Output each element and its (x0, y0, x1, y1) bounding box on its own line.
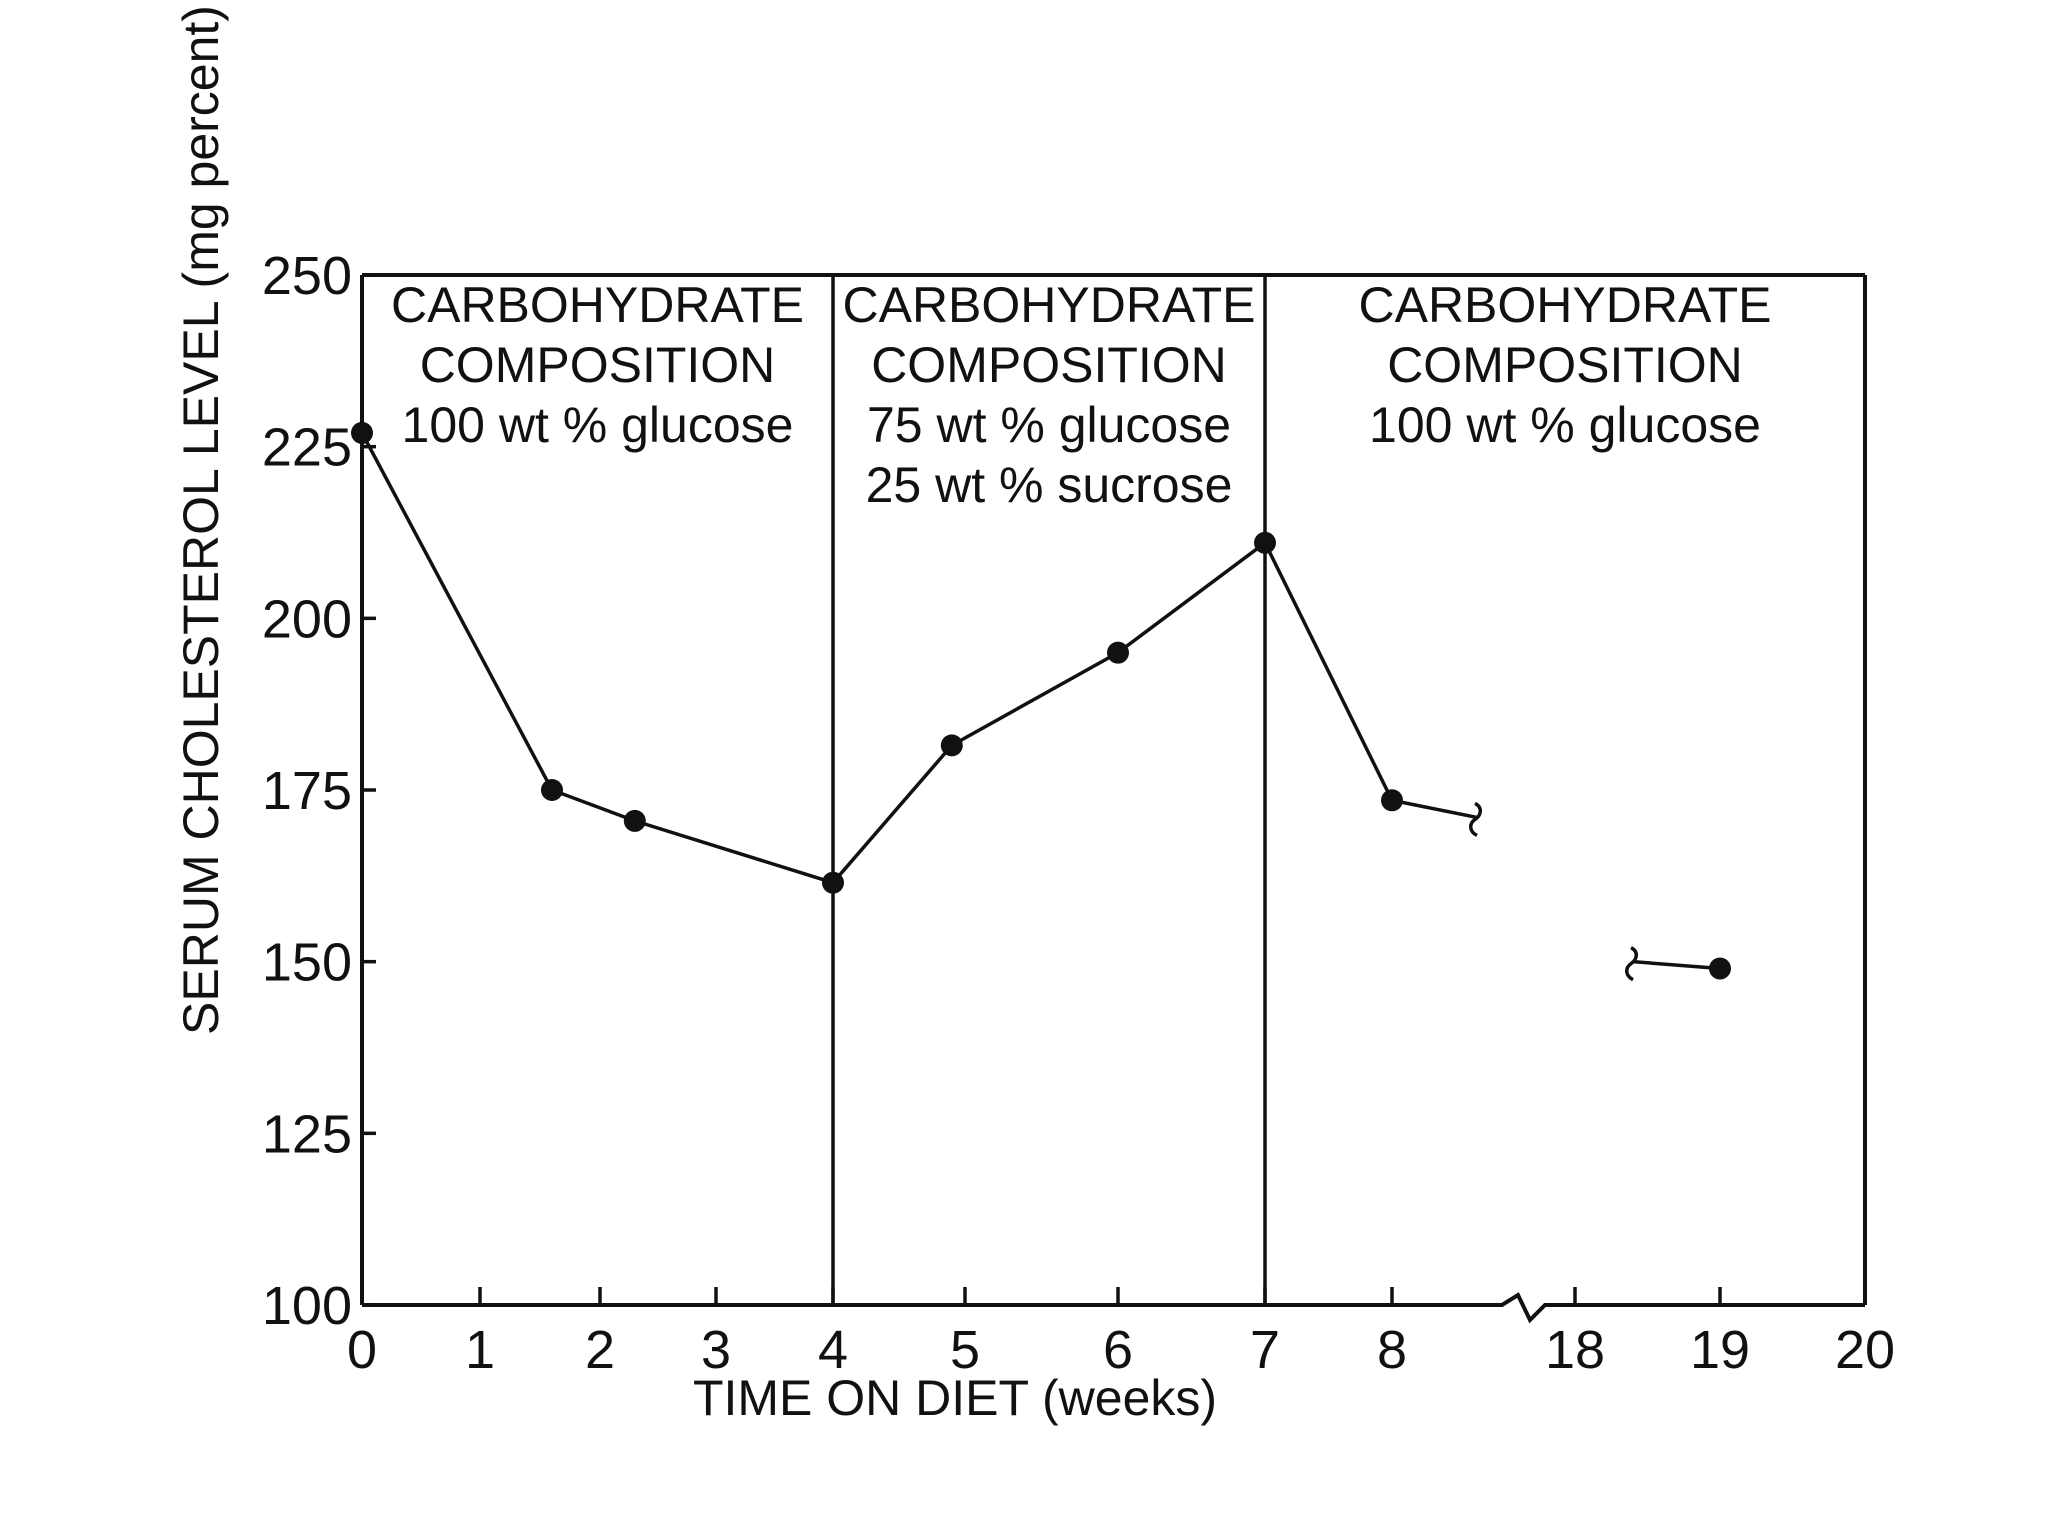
data-point (822, 871, 844, 894)
series-line (1632, 959, 1721, 971)
data-point (623, 809, 646, 832)
break-mark (1625, 946, 1638, 982)
x-tick-label: 4 (818, 1320, 848, 1380)
region-label: COMPOSITION (871, 337, 1227, 393)
data-point (940, 734, 963, 757)
y-tick-label: 175 (262, 761, 352, 821)
x-tick-label: 3 (701, 1320, 731, 1380)
y-tick-label: 225 (262, 418, 352, 478)
x-axis-line (362, 1292, 1865, 1324)
x-tick-label: 2 (585, 1320, 615, 1380)
region-label: 100 wt % glucose (1369, 397, 1761, 453)
y-tick-label: 200 (262, 589, 352, 649)
x-tick-label: 5 (950, 1320, 980, 1380)
break-mark (1469, 801, 1482, 838)
region-label: 75 wt % glucose (867, 397, 1231, 453)
y-tick-label: 250 (262, 246, 352, 306)
y-axis-title: SERUM CHOLESTEROL LEVEL (mg percent) (173, 5, 229, 1035)
region-label: CARBOHYDRATE (1358, 277, 1771, 333)
data-point (541, 779, 563, 801)
x-tick-label: 19 (1690, 1320, 1750, 1380)
y-tick-label: 100 (262, 1276, 352, 1336)
data-point (1107, 641, 1129, 664)
data-point (1381, 789, 1403, 812)
region-label: 25 wt % sucrose (866, 457, 1233, 513)
y-tick-label: 125 (262, 1104, 352, 1164)
x-tick-label: 0 (347, 1320, 377, 1380)
region-label: 100 wt % glucose (402, 397, 794, 453)
y-tick-label: 150 (262, 933, 352, 993)
x-tick-label: 8 (1377, 1320, 1407, 1380)
x-tick-label: 1 (465, 1320, 495, 1380)
region-label: CARBOHYDRATE (391, 277, 804, 333)
x-tick-label: 6 (1103, 1320, 1133, 1380)
x-tick-label: 18 (1545, 1320, 1605, 1380)
region-label: CARBOHYDRATE (842, 277, 1255, 333)
x-tick-label: 7 (1250, 1320, 1280, 1380)
region-label: COMPOSITION (1387, 337, 1743, 393)
x-tick-label: 20 (1835, 1320, 1895, 1380)
data-point (1709, 957, 1731, 980)
data-point (1254, 531, 1276, 554)
x-axis-title: TIME ON DIET (weeks) (693, 1370, 1217, 1426)
data-point (351, 421, 373, 444)
region-label: COMPOSITION (420, 337, 776, 393)
